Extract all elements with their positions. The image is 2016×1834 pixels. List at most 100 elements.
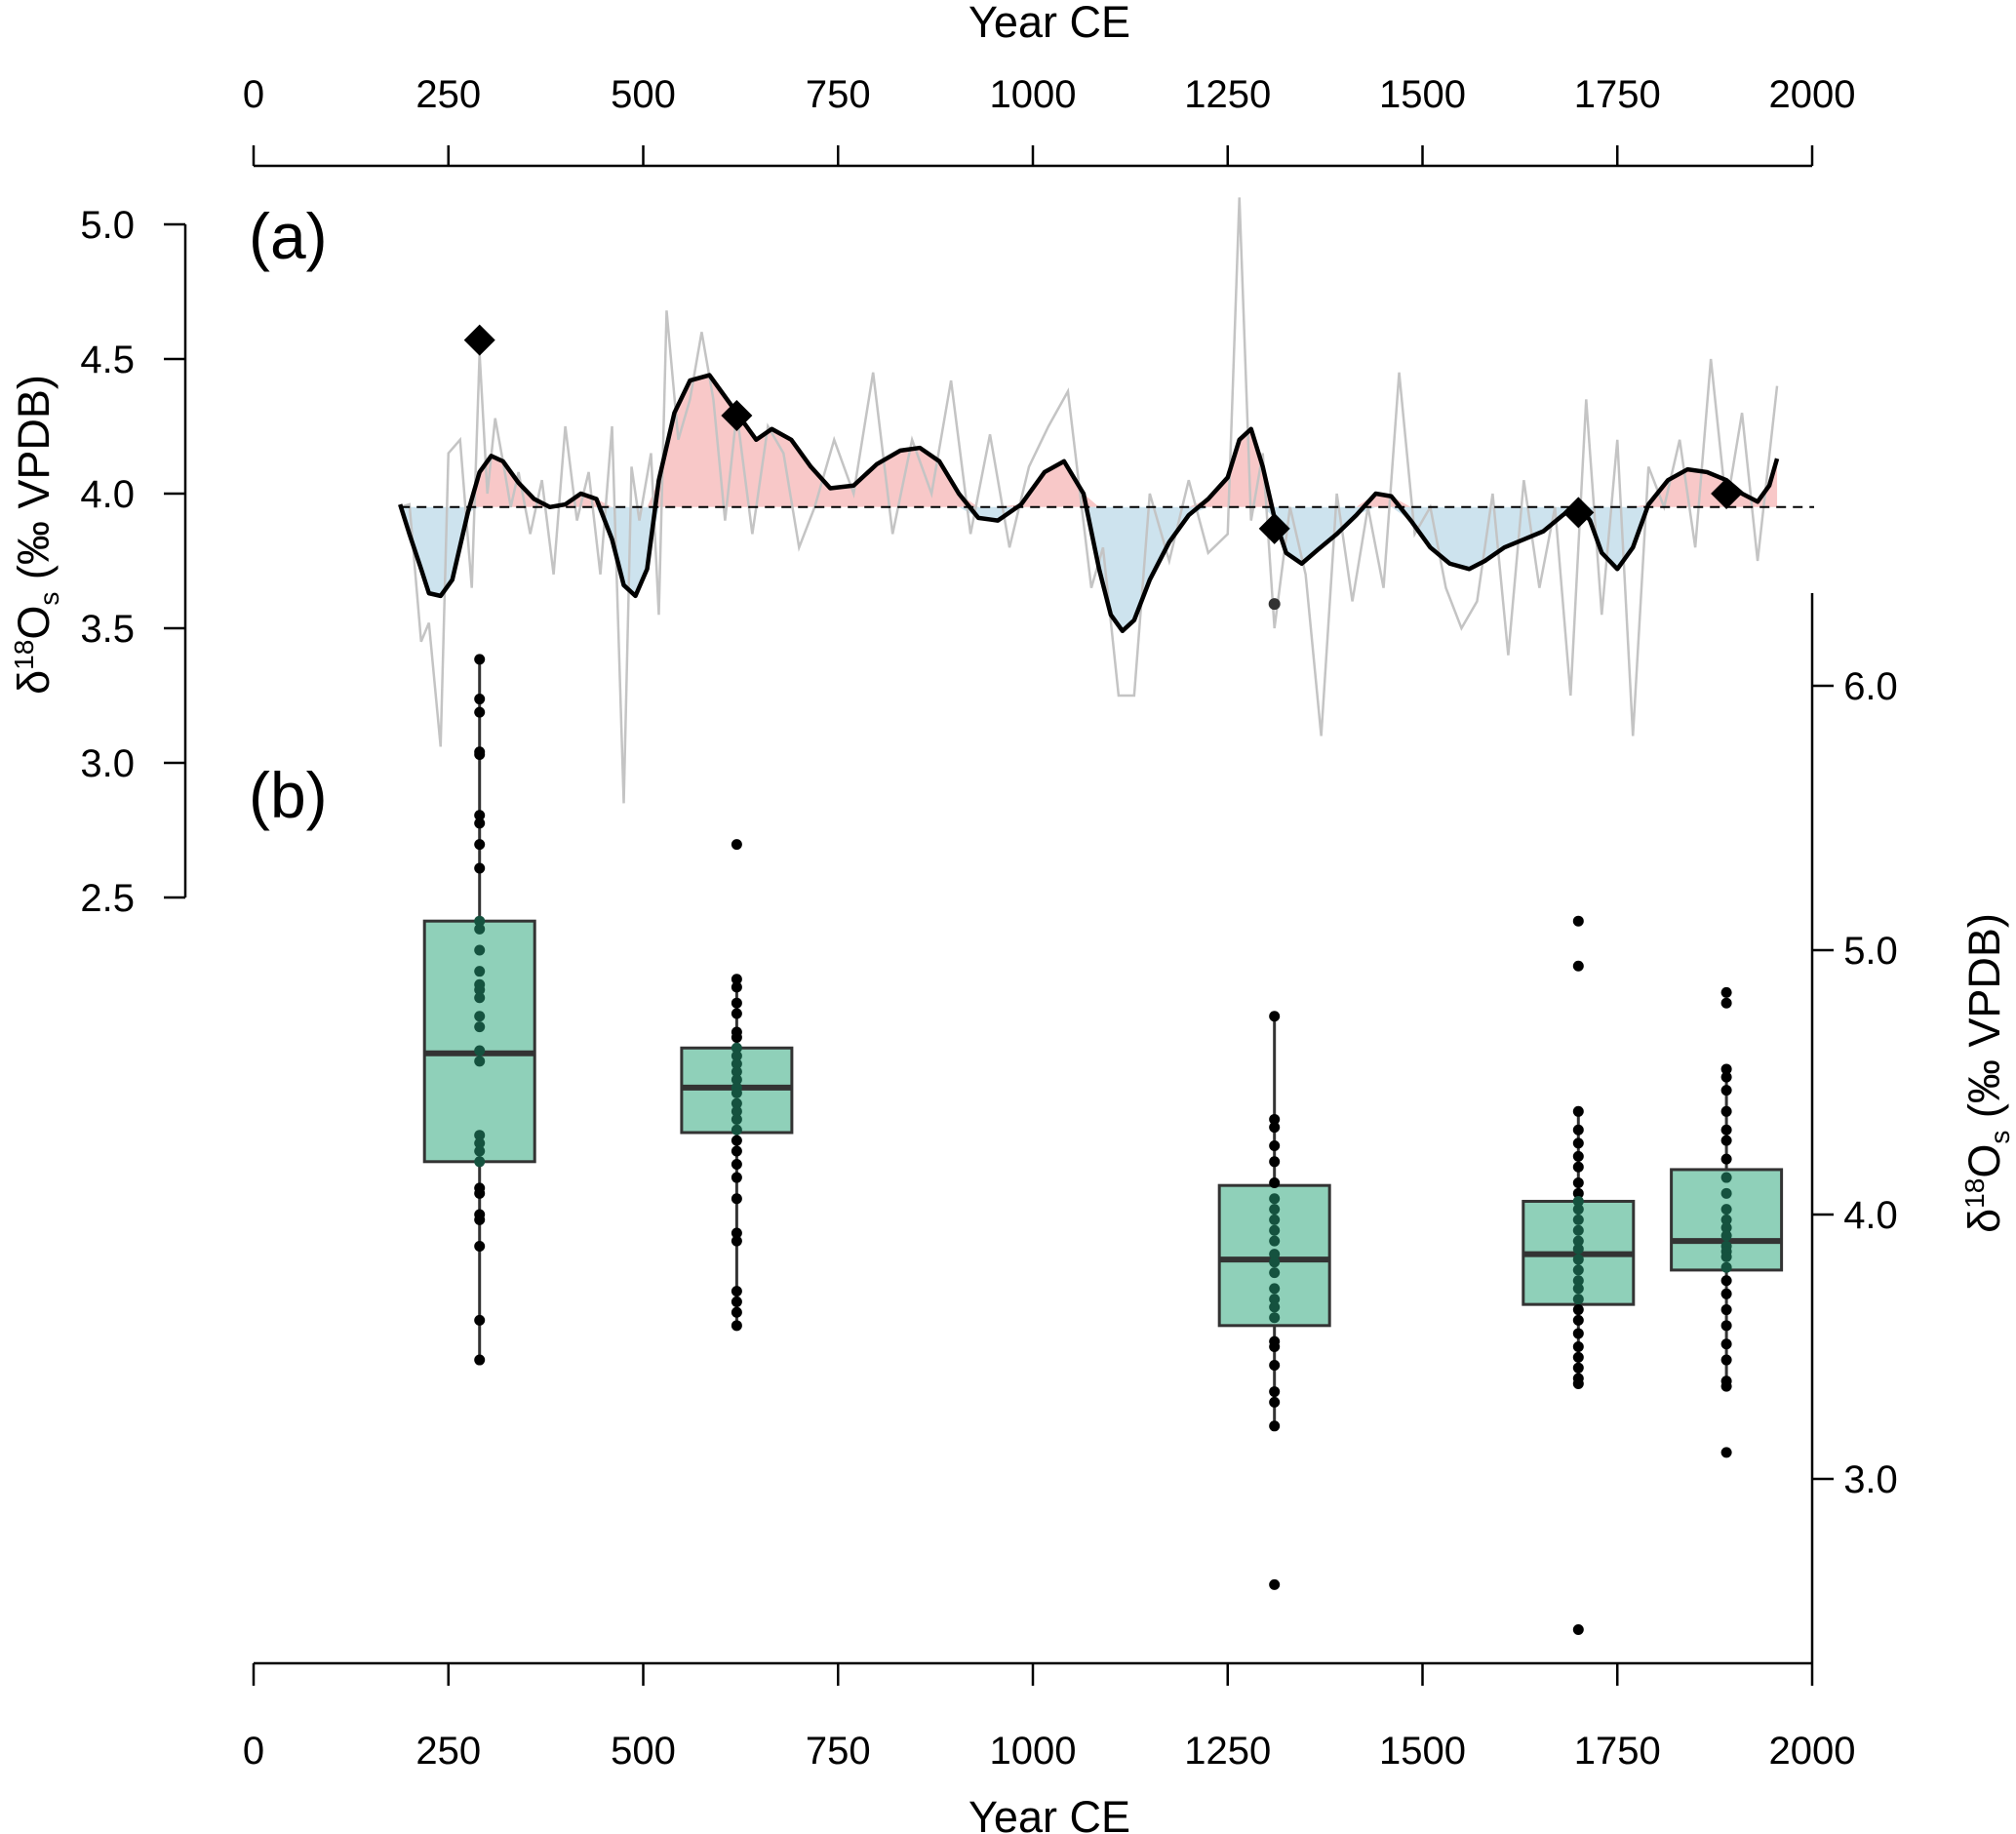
data-point bbox=[1572, 1137, 1584, 1149]
top-x-tick-label: 1750 bbox=[1574, 73, 1661, 116]
y-axis-title-right: δ18Os (‰ VPDB) bbox=[1959, 913, 2015, 1233]
data-point bbox=[474, 1214, 486, 1225]
top-x-tick-label: 1250 bbox=[1184, 73, 1271, 116]
top-x-tick-label: 250 bbox=[415, 73, 481, 116]
data-point bbox=[474, 984, 486, 996]
data-point bbox=[1720, 1187, 1732, 1199]
right-y-tick-label: 6.0 bbox=[1843, 665, 1898, 708]
bottom-x-tick-label: 0 bbox=[243, 1730, 264, 1773]
data-point bbox=[1720, 1288, 1732, 1299]
right-y-tick-label: 4.0 bbox=[1843, 1194, 1898, 1237]
data-point bbox=[1572, 1377, 1584, 1389]
data-point bbox=[731, 1031, 742, 1043]
data-point bbox=[474, 1011, 486, 1022]
data-point bbox=[1269, 1267, 1281, 1279]
data-point bbox=[731, 1008, 742, 1019]
data-point bbox=[474, 694, 486, 705]
data-point bbox=[1572, 1150, 1584, 1162]
data-point bbox=[1720, 1304, 1732, 1316]
data-point bbox=[1720, 1251, 1732, 1262]
data-point bbox=[731, 1074, 742, 1086]
data-point bbox=[1572, 1341, 1584, 1352]
left-y-tick-label: 5.0 bbox=[80, 204, 135, 247]
data-point bbox=[474, 1354, 486, 1366]
left-y-tick-label: 3.0 bbox=[80, 742, 135, 785]
data-point bbox=[731, 1042, 742, 1054]
bottom-x-tick-label: 1750 bbox=[1574, 1730, 1661, 1773]
data-point bbox=[731, 1050, 742, 1061]
data-point bbox=[731, 997, 742, 1009]
data-point bbox=[474, 748, 486, 760]
data-point bbox=[1269, 1256, 1281, 1268]
data-point bbox=[1269, 1011, 1281, 1022]
data-point bbox=[1269, 1386, 1281, 1398]
data-point bbox=[1720, 1135, 1732, 1146]
bottom-x-tick-label: 250 bbox=[415, 1730, 481, 1773]
top-x-tick-label: 2000 bbox=[1769, 73, 1856, 116]
data-point bbox=[1269, 1176, 1281, 1188]
data-point bbox=[1269, 1156, 1281, 1168]
data-point bbox=[731, 1113, 742, 1125]
data-point bbox=[731, 974, 742, 985]
top-x-tick-label: 0 bbox=[243, 73, 264, 116]
data-point bbox=[1720, 1105, 1732, 1117]
data-point bbox=[1720, 1338, 1732, 1350]
raw-series-line bbox=[399, 197, 1779, 804]
left-y-tick-label: 3.5 bbox=[80, 608, 135, 651]
data-point bbox=[1269, 1294, 1281, 1305]
data-point bbox=[1572, 1314, 1584, 1326]
data-point bbox=[731, 1159, 742, 1171]
data-point bbox=[474, 1241, 486, 1253]
panel-label-b: (b) bbox=[249, 759, 328, 831]
data-point bbox=[1269, 1214, 1281, 1225]
data-point bbox=[1269, 1396, 1281, 1408]
data-point bbox=[474, 817, 486, 829]
data-point bbox=[731, 981, 742, 993]
data-point bbox=[1720, 1063, 1732, 1075]
left-y-tick-label: 4.5 bbox=[80, 339, 135, 381]
data-point bbox=[474, 992, 486, 1004]
data-point bbox=[1269, 1283, 1281, 1295]
data-point bbox=[1572, 1204, 1584, 1216]
data-point bbox=[1269, 1301, 1281, 1313]
diamond-marker bbox=[721, 399, 753, 431]
data-point bbox=[474, 1056, 486, 1067]
y-axis-title-left: δ18Os (‰ VPDB) bbox=[9, 375, 64, 695]
data-point bbox=[1572, 1328, 1584, 1339]
data-point bbox=[1269, 1113, 1281, 1125]
data-point bbox=[1720, 1153, 1732, 1165]
data-point bbox=[474, 915, 486, 927]
data-point bbox=[1720, 986, 1732, 998]
data-point bbox=[1572, 1623, 1584, 1635]
data-point bbox=[1269, 1420, 1281, 1432]
data-point bbox=[1572, 1275, 1584, 1287]
data-point bbox=[1572, 1362, 1584, 1374]
diamond-marker bbox=[463, 324, 495, 356]
top-x-tick-label: 500 bbox=[611, 73, 676, 116]
left-y-tick-label: 2.5 bbox=[80, 877, 135, 920]
data-point bbox=[1269, 1193, 1281, 1205]
boxplot-layer bbox=[422, 654, 1784, 1635]
data-point bbox=[474, 1130, 486, 1141]
bottom-x-tick-label: 750 bbox=[806, 1730, 871, 1773]
data-point bbox=[474, 966, 486, 977]
data-point bbox=[1269, 1235, 1281, 1247]
data-point bbox=[1269, 1204, 1281, 1216]
bottom-x-tick-label: 2000 bbox=[1769, 1730, 1856, 1773]
data-point bbox=[474, 1187, 486, 1199]
data-point bbox=[1269, 1341, 1281, 1352]
box bbox=[422, 919, 536, 1164]
data-point bbox=[1269, 1224, 1281, 1236]
top-x-tick-label: 750 bbox=[806, 73, 871, 116]
data-point bbox=[1720, 1214, 1732, 1225]
right-y-tick-label: 5.0 bbox=[1843, 930, 1898, 973]
bottom-x-tick-label: 1000 bbox=[990, 1730, 1077, 1773]
data-point bbox=[731, 1135, 742, 1146]
data-point bbox=[731, 1306, 742, 1318]
data-point bbox=[1269, 1249, 1281, 1260]
data-point bbox=[474, 654, 486, 665]
data-point bbox=[474, 862, 486, 874]
data-point bbox=[1572, 1294, 1584, 1305]
top-x-tick-label: 1000 bbox=[990, 73, 1077, 116]
data-point bbox=[731, 1235, 742, 1247]
